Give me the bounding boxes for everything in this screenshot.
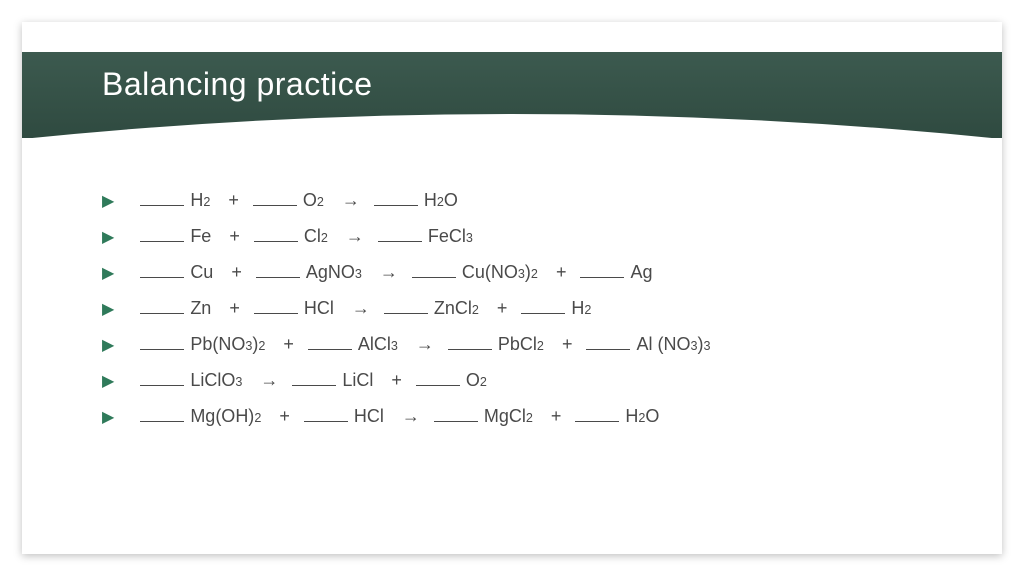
equation-body: Fe + Cl2 → FeCl3 xyxy=(140,226,477,247)
chemical-term: ZnCl2 xyxy=(434,298,479,319)
operator: + xyxy=(562,334,573,355)
coefficient-blank[interactable] xyxy=(412,264,456,278)
coefficient-blank[interactable] xyxy=(384,300,428,314)
chemical-term: H2O xyxy=(424,190,458,211)
coefficient-blank[interactable] xyxy=(254,300,298,314)
chemical-term: Al (NO3)3 xyxy=(636,334,710,355)
coefficient-blank[interactable] xyxy=(140,192,184,206)
coefficient-blank[interactable] xyxy=(254,228,298,242)
equation-body: H2 + O2 → H2O xyxy=(140,190,462,211)
coefficient-blank[interactable] xyxy=(140,300,184,314)
coefficient-blank[interactable] xyxy=(140,372,184,386)
coefficient-blank[interactable] xyxy=(256,264,300,278)
chemical-term: AlCl3 xyxy=(358,334,398,355)
coefficient-blank[interactable] xyxy=(308,336,352,350)
chemical-term: Ag xyxy=(630,262,652,283)
operator: → xyxy=(352,298,370,319)
equation-row: ▶ Zn + HCl → ZnCl2 + H2 xyxy=(102,298,964,319)
coefficient-blank[interactable] xyxy=(521,300,565,314)
coefficient-blank[interactable] xyxy=(140,264,184,278)
equation-row: ▶ Mg(OH)2 + HCl → MgCl2 + H2O xyxy=(102,406,964,427)
operator: + xyxy=(229,298,240,319)
equation-row: ▶ Fe + Cl2 → FeCl3 xyxy=(102,226,964,247)
coefficient-blank[interactable] xyxy=(448,336,492,350)
operator: + xyxy=(556,262,567,283)
equation-body: Pb(NO3)2 + AlCl3 → PbCl2 + Al (NO3)3 xyxy=(140,334,714,355)
coefficient-blank[interactable] xyxy=(580,264,624,278)
chemical-term: Pb(NO3)2 xyxy=(190,334,265,355)
coefficient-blank[interactable] xyxy=(374,192,418,206)
equation-list: ▶ H2+ O2→ H2O▶ Fe+ Cl2→ FeCl3▶ Cu+ AgNO3… xyxy=(102,190,964,442)
coefficient-blank[interactable] xyxy=(140,408,184,422)
equation-row: ▶ H2 + O2 → H2O xyxy=(102,190,964,211)
equation-body: Cu + AgNO3 → Cu(NO3)2 + Ag xyxy=(140,262,656,283)
chemical-term: O2 xyxy=(303,190,324,211)
bullet-icon: ▶ xyxy=(102,191,114,211)
bullet-icon: ▶ xyxy=(102,227,114,247)
operator: + xyxy=(229,226,240,247)
chemical-term: Cu(NO3)2 xyxy=(462,262,538,283)
equation-row: ▶ LiClO3 → LiCl + O2 xyxy=(102,370,964,391)
coefficient-blank[interactable] xyxy=(378,228,422,242)
coefficient-blank[interactable] xyxy=(575,408,619,422)
chemical-term: H2 xyxy=(571,298,591,319)
operator: → xyxy=(416,334,434,355)
bullet-icon: ▶ xyxy=(102,407,114,427)
equation-row: ▶ Pb(NO3)2 + AlCl3 → PbCl2 + Al (NO3)3 xyxy=(102,334,964,355)
coefficient-blank[interactable] xyxy=(434,408,478,422)
chemical-term: HCl xyxy=(354,406,384,427)
banner-curve xyxy=(22,109,1002,139)
operator: + xyxy=(391,370,402,391)
coefficient-blank[interactable] xyxy=(416,372,460,386)
operator: + xyxy=(497,298,508,319)
coefficient-blank[interactable] xyxy=(304,408,348,422)
page-title: Balancing practice xyxy=(102,66,372,103)
operator: + xyxy=(231,262,242,283)
chemical-term: O2 xyxy=(466,370,487,391)
equation-row: ▶ Cu + AgNO3 → Cu(NO3)2 + Ag xyxy=(102,262,964,283)
operator: → xyxy=(346,226,364,247)
chemical-term: LiClO3 xyxy=(190,370,242,391)
chemical-term: Mg(OH)2 xyxy=(190,406,261,427)
operator: + xyxy=(279,406,290,427)
operator: → xyxy=(402,406,420,427)
operator: + xyxy=(228,190,239,211)
bullet-icon: ▶ xyxy=(102,299,114,319)
coefficient-blank[interactable] xyxy=(140,336,184,350)
chemical-term: LiCl xyxy=(342,370,373,391)
operator: + xyxy=(551,406,562,427)
chemical-term: HCl xyxy=(304,298,334,319)
chemical-term: Zn xyxy=(190,298,211,319)
bullet-icon: ▶ xyxy=(102,335,114,355)
equation-body: LiClO3 → LiCl + O2 xyxy=(140,370,491,391)
chemical-term: PbCl2 xyxy=(498,334,544,355)
chemical-term: MgCl2 xyxy=(484,406,533,427)
equation-body: Mg(OH)2 + HCl → MgCl2 + H2O xyxy=(140,406,663,427)
coefficient-blank[interactable] xyxy=(253,192,297,206)
coefficient-blank[interactable] xyxy=(292,372,336,386)
operator: → xyxy=(342,190,360,211)
coefficient-blank[interactable] xyxy=(140,228,184,242)
chemical-term: H2 xyxy=(190,190,210,211)
chemical-term: AgNO3 xyxy=(306,262,362,283)
chemical-term: Cu xyxy=(190,262,213,283)
chemical-term: Cl2 xyxy=(304,226,328,247)
equation-body: Zn + HCl → ZnCl2 + H2 xyxy=(140,298,595,319)
chemical-term: H2O xyxy=(625,406,659,427)
coefficient-blank[interactable] xyxy=(586,336,630,350)
operator: → xyxy=(380,262,398,283)
operator: + xyxy=(283,334,294,355)
chemical-term: Fe xyxy=(190,226,211,247)
operator: → xyxy=(260,370,278,391)
bullet-icon: ▶ xyxy=(102,263,114,283)
chemical-term: FeCl3 xyxy=(428,226,473,247)
bullet-icon: ▶ xyxy=(102,371,114,391)
